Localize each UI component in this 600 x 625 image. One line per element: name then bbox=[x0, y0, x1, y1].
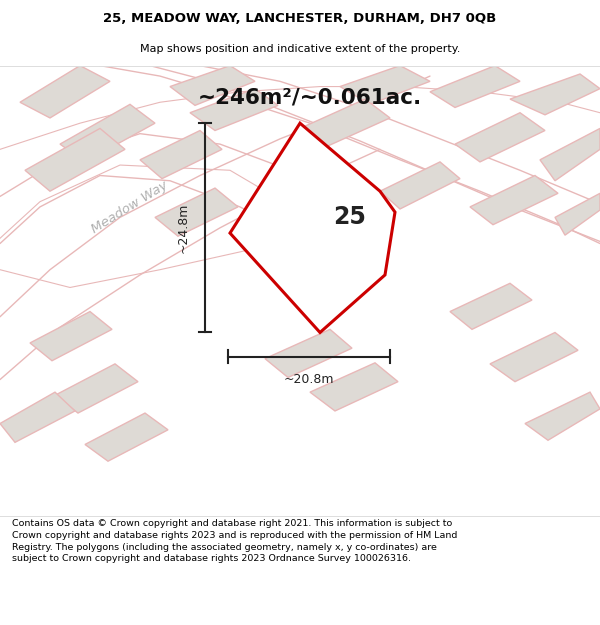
Text: 25, MEADOW WAY, LANCHESTER, DURHAM, DH7 0QB: 25, MEADOW WAY, LANCHESTER, DURHAM, DH7 … bbox=[103, 12, 497, 25]
Polygon shape bbox=[525, 392, 600, 440]
Polygon shape bbox=[300, 99, 390, 148]
Polygon shape bbox=[470, 176, 558, 225]
Polygon shape bbox=[455, 112, 545, 162]
Polygon shape bbox=[340, 66, 430, 104]
Polygon shape bbox=[510, 74, 600, 115]
Polygon shape bbox=[265, 329, 352, 378]
Polygon shape bbox=[25, 128, 125, 191]
Text: ~20.8m: ~20.8m bbox=[284, 373, 334, 386]
Text: ~24.8m: ~24.8m bbox=[176, 202, 190, 253]
Polygon shape bbox=[140, 131, 222, 179]
Polygon shape bbox=[20, 66, 110, 118]
Polygon shape bbox=[310, 363, 398, 411]
Polygon shape bbox=[0, 392, 75, 442]
Text: Meadow Way: Meadow Way bbox=[89, 178, 170, 236]
Polygon shape bbox=[490, 332, 578, 382]
Polygon shape bbox=[170, 66, 255, 106]
Polygon shape bbox=[190, 89, 278, 131]
Polygon shape bbox=[380, 162, 460, 209]
Polygon shape bbox=[540, 128, 600, 181]
Polygon shape bbox=[155, 188, 238, 236]
Polygon shape bbox=[230, 123, 395, 332]
Polygon shape bbox=[55, 364, 138, 413]
Polygon shape bbox=[430, 66, 520, 108]
Text: ~246m²/~0.061ac.: ~246m²/~0.061ac. bbox=[198, 87, 422, 107]
Polygon shape bbox=[450, 283, 532, 329]
Text: Map shows position and indicative extent of the property.: Map shows position and indicative extent… bbox=[140, 44, 460, 54]
Text: Contains OS data © Crown copyright and database right 2021. This information is : Contains OS data © Crown copyright and d… bbox=[12, 519, 457, 563]
Polygon shape bbox=[30, 311, 112, 361]
Polygon shape bbox=[60, 104, 155, 162]
Polygon shape bbox=[555, 193, 600, 235]
Polygon shape bbox=[85, 413, 168, 461]
Text: 25: 25 bbox=[334, 206, 367, 229]
